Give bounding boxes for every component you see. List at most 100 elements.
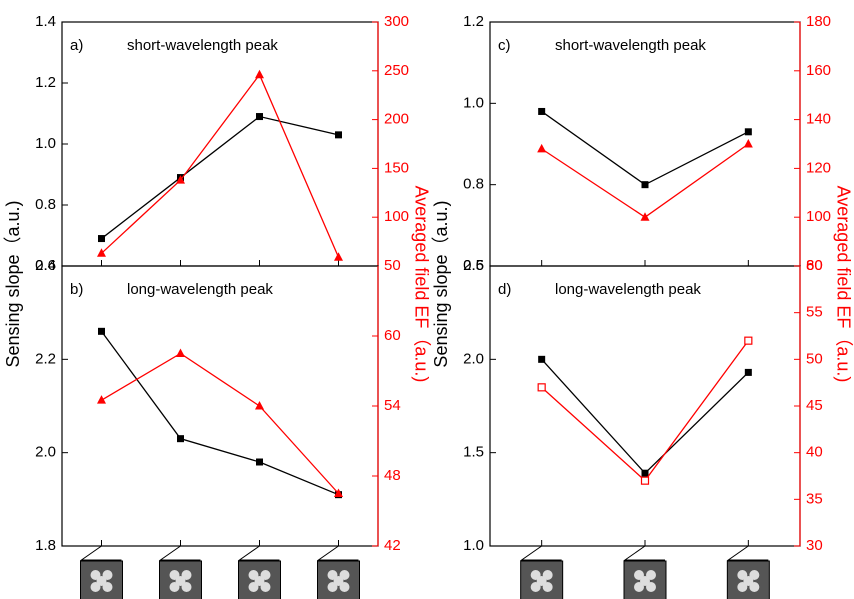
y2-tick-label: 200 bbox=[384, 111, 409, 128]
y2-tick-label: 48 bbox=[384, 467, 401, 484]
series-line bbox=[101, 115, 339, 240]
y-tick-label: 2.2 bbox=[35, 350, 56, 367]
panel-label: b) bbox=[70, 281, 83, 298]
marker bbox=[255, 69, 264, 79]
particle bbox=[181, 582, 192, 592]
marker bbox=[176, 348, 185, 357]
marker bbox=[537, 383, 546, 392]
icon-connector bbox=[316, 545, 359, 561]
y-tick-label: 1.0 bbox=[35, 135, 56, 152]
particle bbox=[102, 582, 113, 592]
marker bbox=[640, 212, 650, 221]
shape-icon bbox=[317, 560, 360, 599]
marker bbox=[744, 336, 753, 345]
plot-frame bbox=[61, 265, 379, 547]
particle bbox=[749, 582, 760, 592]
panel-label: a) bbox=[70, 37, 83, 54]
y-tick-label: 1.4 bbox=[35, 13, 56, 30]
marker bbox=[98, 327, 105, 335]
particle bbox=[646, 582, 656, 592]
y-tick-label: 1.0 bbox=[463, 94, 484, 111]
y2-tick-label: 60 bbox=[384, 327, 401, 344]
y2-tick-label: 45 bbox=[806, 397, 823, 414]
panel-title: short-wavelength peak bbox=[127, 37, 278, 54]
marker bbox=[641, 181, 649, 189]
y2-axis-label: Averaged field EF（a.u.) bbox=[411, 186, 431, 383]
marker bbox=[744, 368, 752, 376]
plot-frame bbox=[489, 21, 801, 267]
series-line bbox=[541, 110, 749, 186]
y2-tick-label: 160 bbox=[806, 62, 831, 79]
marker bbox=[641, 469, 649, 477]
marker bbox=[743, 139, 753, 148]
marker bbox=[256, 113, 263, 121]
marker bbox=[538, 107, 546, 115]
y2-tick-label: 42 bbox=[384, 537, 401, 554]
y2-tick-label: 35 bbox=[806, 490, 823, 507]
y-tick-label: 1.8 bbox=[35, 537, 56, 554]
series-line bbox=[101, 352, 339, 494]
particle bbox=[542, 582, 553, 592]
y-tick-label: 1.0 bbox=[463, 537, 484, 554]
y2-tick-label: 50 bbox=[384, 257, 401, 274]
y-tick-label: 0.8 bbox=[463, 176, 484, 193]
panel-title: short-wavelength peak bbox=[555, 37, 706, 54]
y-tick-label: 1.2 bbox=[463, 13, 484, 30]
y-tick-label: 2.0 bbox=[463, 350, 484, 367]
particle bbox=[248, 582, 259, 592]
marker bbox=[97, 395, 106, 404]
particle bbox=[90, 582, 101, 592]
particle bbox=[339, 582, 350, 592]
y2-tick-label: 120 bbox=[806, 159, 831, 176]
y2-tick-label: 180 bbox=[806, 13, 831, 30]
marker bbox=[640, 476, 650, 485]
y2-tick-label: 300 bbox=[384, 13, 409, 30]
marker bbox=[98, 235, 105, 243]
icon-connector bbox=[79, 545, 122, 561]
particle bbox=[169, 582, 180, 592]
shape-icon bbox=[159, 560, 202, 599]
marker bbox=[255, 401, 264, 410]
y-tick-label: 1.5 bbox=[463, 444, 484, 461]
series-line bbox=[101, 73, 340, 258]
plot-frame bbox=[61, 21, 379, 267]
y-tick-label: 2.4 bbox=[35, 257, 56, 274]
icon-connector bbox=[237, 545, 280, 561]
y-axis-label: Sensing slope（a.u.) bbox=[431, 200, 451, 367]
y-tick-label: 2.0 bbox=[35, 444, 56, 461]
series-line bbox=[541, 358, 749, 475]
particle bbox=[260, 582, 271, 592]
particle bbox=[737, 582, 748, 592]
y2-tick-label: 50 bbox=[806, 350, 823, 367]
series-line bbox=[100, 330, 339, 496]
y-tick-label: 0.6 bbox=[35, 257, 56, 274]
marker bbox=[744, 128, 752, 136]
y2-tick-label: 60 bbox=[806, 257, 823, 274]
icon-connector bbox=[520, 545, 562, 561]
icon-connector bbox=[726, 545, 769, 561]
y2-tick-label: 140 bbox=[806, 111, 831, 128]
y-tick-label: 2.5 bbox=[463, 257, 484, 274]
y2-tick-label: 100 bbox=[806, 208, 831, 225]
y2-axis-label: Averaged field EF（a.u.) bbox=[833, 186, 853, 383]
particle bbox=[327, 582, 338, 592]
y2-tick-label: 54 bbox=[384, 397, 401, 414]
particle bbox=[530, 582, 541, 592]
y-tick-label: 0.6 bbox=[463, 257, 484, 274]
marker bbox=[176, 175, 185, 184]
y-axis-label: Sensing slope（a.u.) bbox=[3, 200, 23, 367]
series-line bbox=[541, 340, 749, 482]
marker bbox=[177, 435, 184, 443]
panel-title: long-wavelength peak bbox=[127, 281, 273, 298]
icon-connector bbox=[158, 545, 201, 561]
y-tick-label: 0.8 bbox=[35, 196, 56, 213]
y2-tick-label: 250 bbox=[384, 62, 409, 79]
particle bbox=[634, 582, 644, 592]
marker bbox=[334, 488, 343, 497]
plot-frame bbox=[489, 265, 801, 547]
panel-title: long-wavelength peak bbox=[555, 281, 701, 298]
y-tick-label: 1.2 bbox=[35, 74, 56, 91]
marker bbox=[538, 355, 546, 363]
panel-label: d) bbox=[498, 281, 511, 298]
